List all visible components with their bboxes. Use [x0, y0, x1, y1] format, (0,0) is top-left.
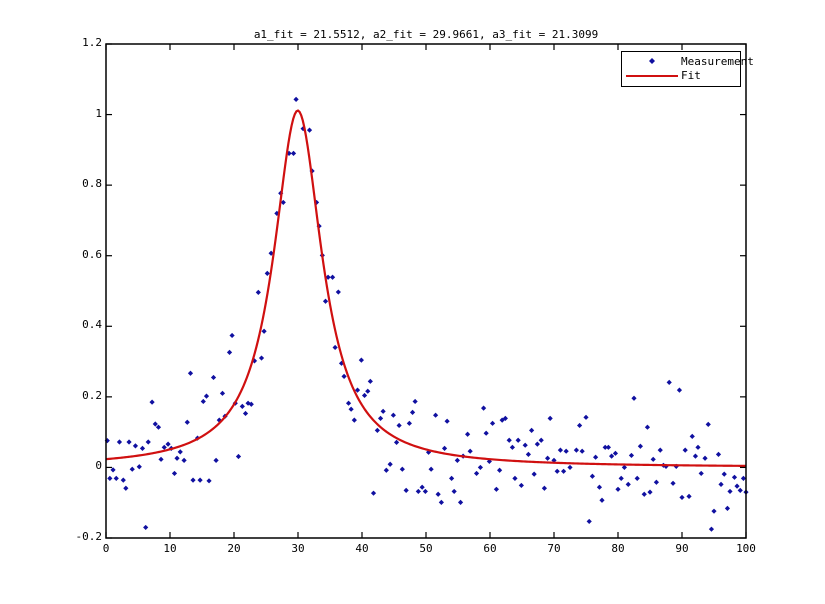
x-tick-label: 30: [291, 542, 305, 555]
x-tick-label: 50: [419, 542, 433, 555]
x-tick-label: 60: [483, 542, 497, 555]
y-tick-label: 0: [95, 459, 102, 473]
legend-item-measurement: Measurement: [622, 55, 754, 69]
y-tick-label: 0.6: [82, 247, 102, 261]
line-swatch-icon: [626, 75, 678, 77]
x-tick-label: 70: [547, 542, 561, 555]
x-tick-label: 90: [675, 542, 689, 555]
y-tick-label: 1: [95, 106, 102, 120]
y-tick-label: 0.2: [82, 388, 102, 402]
legend-item-fit: Fit: [622, 69, 740, 83]
x-tick-label: 40: [355, 542, 369, 555]
legend-label: Measurement: [681, 55, 754, 68]
chart-title: a1_fit = 21.5512, a2_fit = 29.9661, a3_f…: [253, 28, 599, 41]
x-tick-label: 100: [736, 542, 756, 555]
y-tick-label: 1.2: [82, 36, 102, 49]
diamond-marker-icon: [649, 58, 655, 64]
x-tick-label: 10: [163, 542, 177, 555]
fit-line: [105, 109, 747, 467]
measurement-points: [104, 96, 749, 532]
x-tick-label: 80: [611, 542, 625, 555]
y-tick-label: 0.4: [82, 318, 102, 332]
x-tick-label: 0: [102, 542, 110, 555]
x-tick-label: 20: [227, 542, 241, 555]
y-tick-label: 0.8: [82, 177, 102, 191]
legend: Measurement Fit: [621, 51, 754, 87]
legend-label: Fit: [681, 69, 701, 82]
y-tick-label: -0.2: [75, 530, 103, 543]
